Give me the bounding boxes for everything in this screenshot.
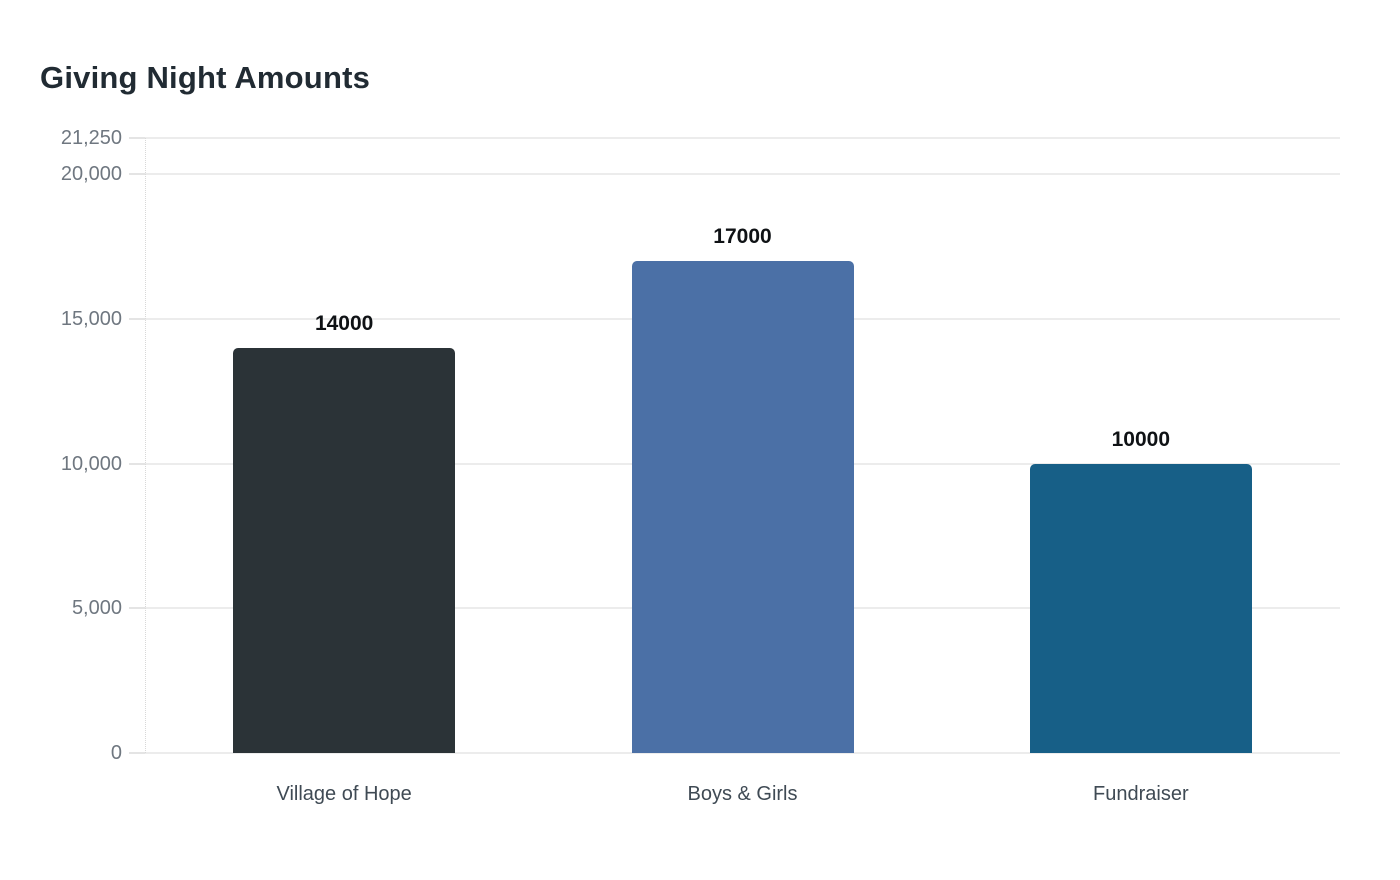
value-label-2: 10000 — [1111, 427, 1171, 451]
y-tick-label-0: 0 — [110, 742, 122, 764]
chart-title: Giving Night Amounts — [40, 60, 371, 95]
y-tick-mark-0 — [129, 752, 145, 754]
y-tick-mark-5000 — [129, 607, 145, 610]
bar-fundraiser — [1029, 463, 1252, 753]
category-label-2: Fundraiser — [1093, 783, 1189, 805]
y-tick-label-20000: 20,000 — [60, 163, 122, 186]
gridline-21250 — [145, 137, 1340, 139]
value-label-0: 14000 — [314, 311, 374, 335]
bar-boys-girls — [631, 261, 854, 753]
gridline-20000 — [145, 173, 1340, 176]
category-label-0: Village of Hope — [276, 783, 412, 805]
y-axis-line — [145, 138, 146, 753]
y-tick-label-5000: 5,000 — [71, 597, 122, 620]
gridline-0 — [145, 752, 1340, 754]
y-tick-mark-21250 — [129, 137, 145, 139]
plot-area — [145, 137, 1340, 754]
value-label-1: 17000 — [713, 225, 772, 248]
y-tick-mark-20000 — [129, 173, 145, 176]
y-tick-mark-10000 — [129, 462, 145, 465]
y-tick-label-15000: 15,000 — [60, 307, 122, 330]
y-tick-label-21250: 21,250 — [60, 127, 122, 149]
y-tick-mark-15000 — [129, 317, 145, 320]
y-tick-label-10000: 10,000 — [60, 452, 122, 475]
category-label-1: Boys & Girls — [687, 783, 798, 805]
bar-village-of-hope — [233, 347, 456, 753]
